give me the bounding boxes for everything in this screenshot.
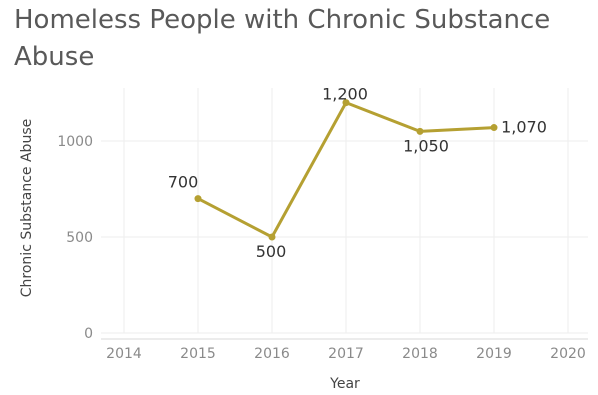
data-label-2016: 500	[256, 242, 287, 261]
x-tick-label: 2019	[476, 346, 512, 362]
data-point-2015	[194, 195, 202, 203]
series-layer	[194, 99, 498, 241]
data-label-2017: 1,200	[322, 85, 368, 104]
x-axis-ticks: 2014 2015 2016 2017 2018 2019 2020	[106, 346, 586, 362]
chart-title-line-1: Homeless People with Chronic Substance	[14, 5, 551, 35]
data-point-2018	[416, 127, 424, 135]
chart-title-line-2: Abuse	[14, 42, 95, 72]
y-tick-label: 1000	[57, 134, 93, 150]
x-axis-title: Year	[329, 376, 360, 392]
data-label-2019: 1,070	[501, 118, 547, 137]
x-tick-label: 2014	[106, 346, 142, 362]
x-tick-label: 2020	[550, 346, 586, 362]
x-tick-label: 2016	[254, 346, 290, 362]
data-point-2016	[268, 233, 276, 241]
data-labels: 700 500 1,200 1,050 1,070	[168, 85, 547, 261]
data-point-2019	[490, 124, 498, 132]
data-label-2015: 700	[168, 173, 199, 192]
y-tick-label: 0	[84, 326, 93, 342]
data-label-2018: 1,050	[403, 136, 449, 155]
x-tick-label: 2017	[328, 346, 364, 362]
x-tick-label: 2018	[402, 346, 438, 362]
y-axis-ticks: 0 500 1000	[57, 134, 93, 342]
y-tick-label: 500	[66, 230, 93, 246]
chart-title: Homeless People with Chronic Substance A…	[14, 2, 594, 76]
x-tick-label: 2015	[180, 346, 216, 362]
y-axis-title: Chronic Substance Abuse	[19, 119, 35, 297]
data-point-2017	[342, 99, 350, 107]
